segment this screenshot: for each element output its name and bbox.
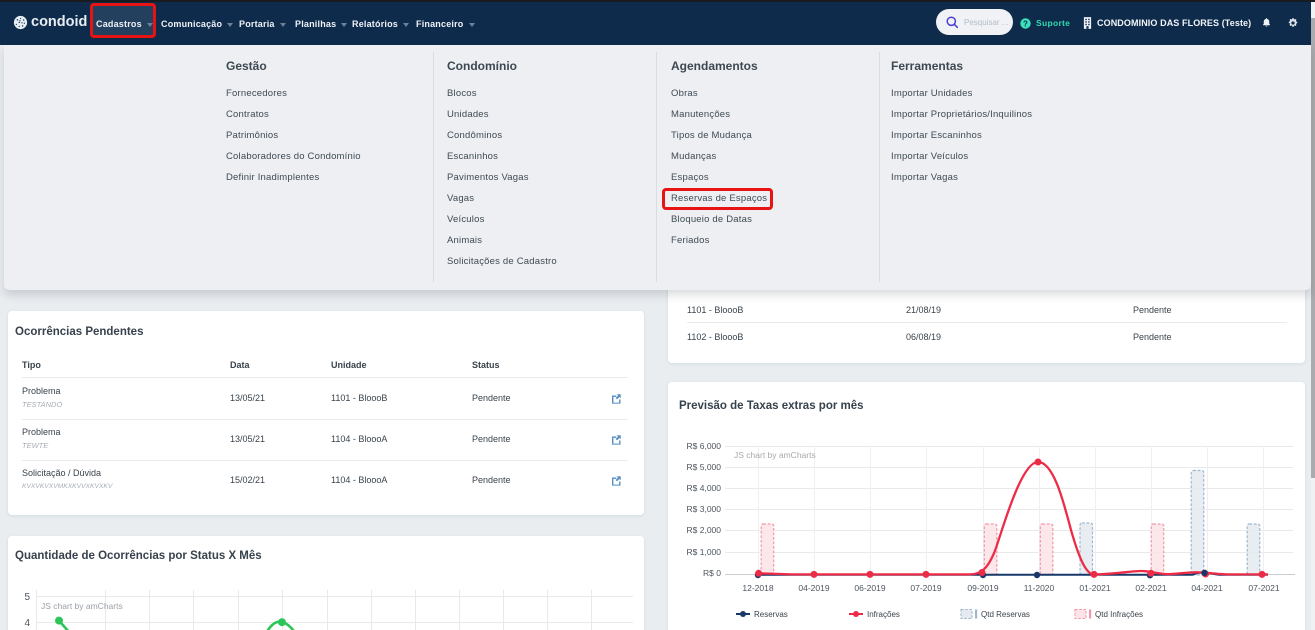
svg-text:R$ 6,000: R$ 6,000 <box>687 441 722 451</box>
svg-text:Qtd Reservas: Qtd Reservas <box>981 610 1030 619</box>
svg-text:Qtd Infrações: Qtd Infrações <box>1095 610 1143 619</box>
svg-text:Infrações: Infrações <box>867 610 900 619</box>
svg-text:R$ 2,000: R$ 2,000 <box>687 525 722 535</box>
svg-text:JS chart by amCharts: JS chart by amCharts <box>41 601 123 611</box>
svg-text:01-2021: 01-2021 <box>1079 583 1110 593</box>
svg-text:R$ 5,000: R$ 5,000 <box>687 462 722 472</box>
svg-text:11-2020: 11-2020 <box>1024 583 1055 593</box>
svg-text:07-2019: 07-2019 <box>910 583 941 593</box>
svg-text:R$ 1,000: R$ 1,000 <box>687 547 722 557</box>
svg-text:R$ 3,000: R$ 3,000 <box>687 504 722 514</box>
svg-text:R$ 0: R$ 0 <box>703 568 721 578</box>
svg-text:09-2019: 09-2019 <box>967 583 998 593</box>
svg-text:04-2019: 04-2019 <box>798 583 829 593</box>
svg-text:06-2019: 06-2019 <box>854 583 885 593</box>
svg-text:4: 4 <box>24 618 30 629</box>
svg-text:Reservas: Reservas <box>754 610 788 619</box>
svg-text:5: 5 <box>24 592 30 603</box>
svg-text:?: ? <box>1023 19 1028 28</box>
svg-text:12-2018: 12-2018 <box>742 583 773 593</box>
svg-text:04-2021: 04-2021 <box>1191 583 1222 593</box>
svg-text:JS chart by amCharts: JS chart by amCharts <box>734 450 816 460</box>
svg-text:02-2021: 02-2021 <box>1135 583 1166 593</box>
svg-text:R$ 4,000: R$ 4,000 <box>687 483 722 493</box>
svg-text:07-2021: 07-2021 <box>1248 583 1279 593</box>
